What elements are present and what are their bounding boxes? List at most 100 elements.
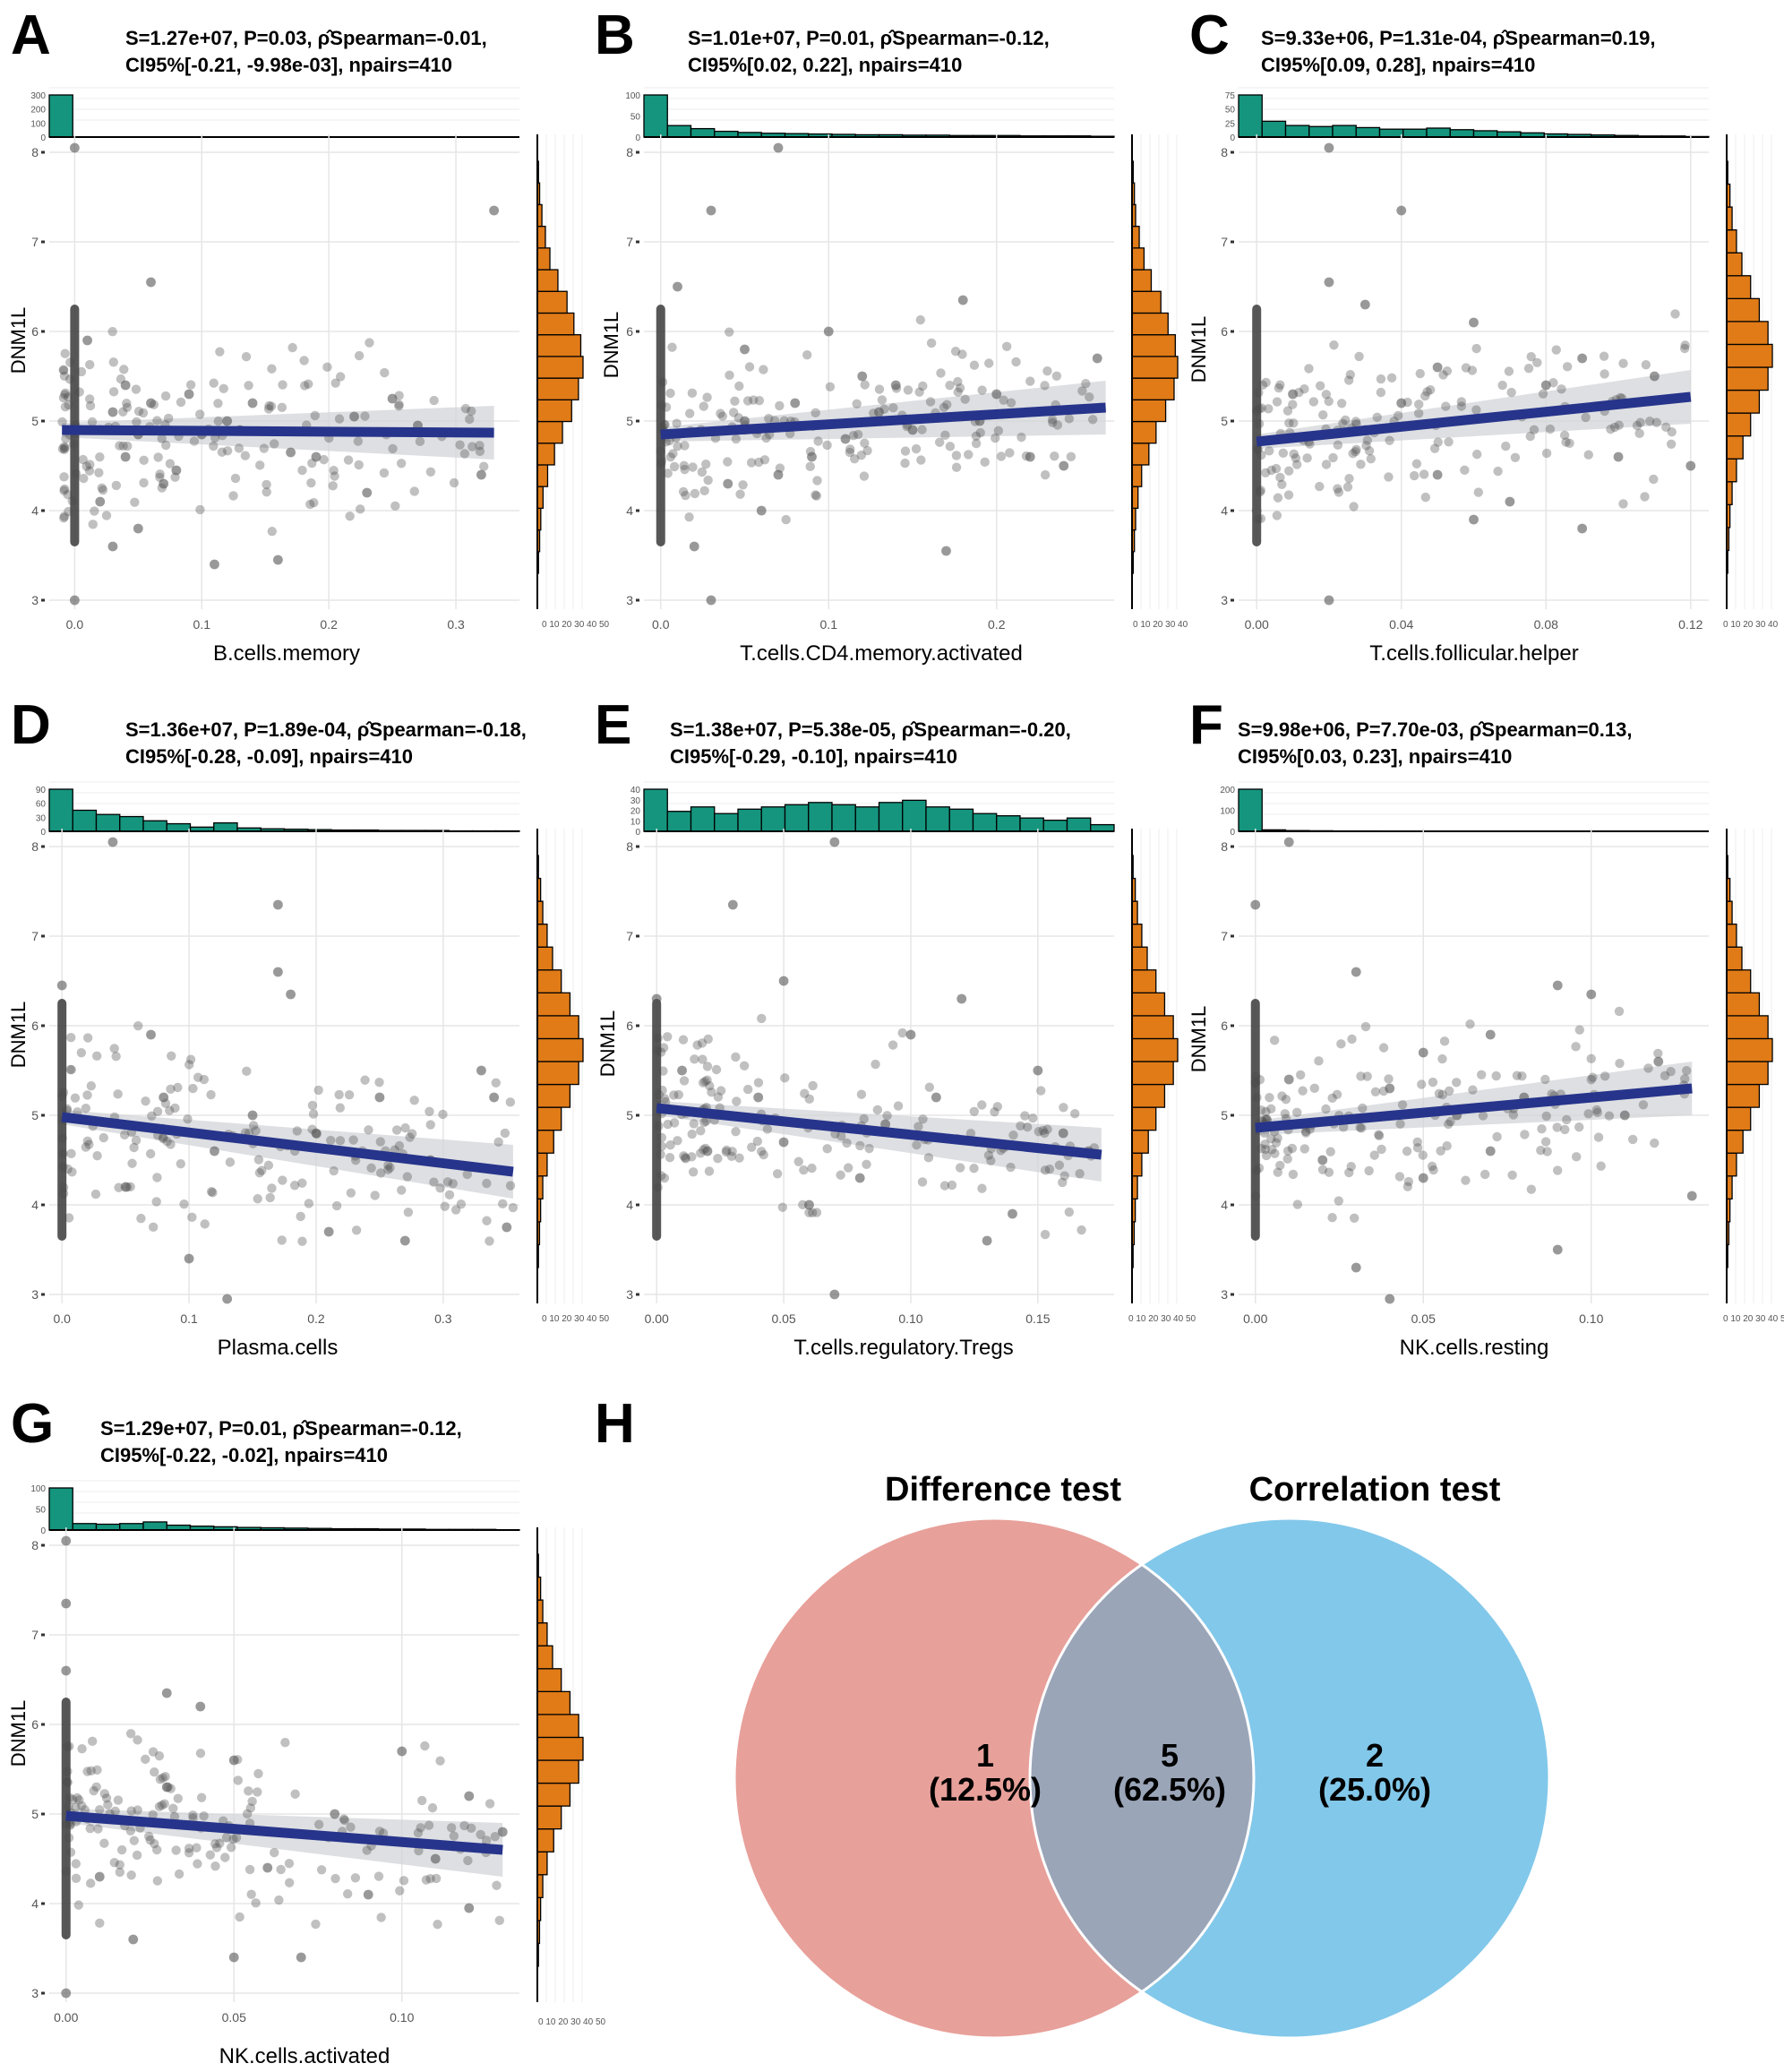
data-point (829, 837, 840, 847)
right-hist-bar (536, 464, 549, 487)
data-point (326, 1135, 336, 1146)
data-point (1425, 385, 1436, 395)
zero-value-point-cluster (652, 999, 662, 1241)
data-point (1476, 1070, 1487, 1079)
data-point (485, 1236, 494, 1246)
data-point (1429, 443, 1440, 453)
top-hist-tick-label: 0 (1230, 828, 1235, 838)
data-point (775, 400, 785, 411)
data-point (131, 384, 142, 394)
data-point (1338, 418, 1348, 428)
data-point (242, 1809, 253, 1819)
data-point (1436, 1146, 1445, 1156)
data-point (1001, 341, 1012, 351)
data-point (854, 1173, 865, 1183)
data-point (1385, 1083, 1395, 1094)
data-point (397, 1746, 407, 1757)
data-point (742, 396, 753, 406)
top-hist-bar (1284, 125, 1310, 138)
data-point (365, 338, 374, 348)
x-axis-label: T.cells.follicular.helper (1369, 641, 1578, 666)
data-point (462, 1169, 472, 1180)
data-point (1581, 412, 1591, 423)
data-point (1679, 343, 1690, 354)
venn-left-percent: (12.5%) (929, 1771, 1042, 1808)
data-point (1586, 1053, 1596, 1064)
data-point (183, 1114, 193, 1124)
data-point (829, 1289, 840, 1300)
data-point (1325, 1147, 1335, 1156)
data-point (354, 350, 365, 361)
data-point (1346, 1161, 1356, 1172)
data-point (1422, 387, 1432, 397)
data-point (673, 441, 682, 451)
data-point (669, 461, 680, 472)
data-point (1444, 1086, 1454, 1096)
data-point (969, 1164, 979, 1174)
data-point (311, 1919, 321, 1930)
data-point (1261, 1150, 1272, 1161)
right-hist-bar (536, 992, 571, 1017)
right-hist-bar (1131, 1083, 1166, 1108)
data-point (1385, 435, 1394, 445)
top-hist-bar (72, 1523, 98, 1531)
data-point (444, 1190, 455, 1200)
top-hist-tick-label: 50 (630, 113, 641, 123)
data-point (1273, 1167, 1283, 1177)
data-point (1565, 438, 1574, 449)
x-tick-label: 0.05 (1411, 1311, 1436, 1326)
data-point (1557, 384, 1566, 394)
top-hist-bar (643, 94, 668, 138)
data-point (107, 326, 117, 337)
data-point (1667, 426, 1677, 437)
right-hist-bar (1131, 486, 1139, 510)
data-point (1604, 1111, 1615, 1121)
data-point (1261, 1114, 1271, 1124)
data-point (211, 1843, 222, 1853)
top-hist-bar (1472, 130, 1498, 138)
y-tick-label: 5 (626, 414, 633, 428)
right-hist-bar (1131, 1152, 1143, 1177)
data-point (749, 395, 759, 405)
data-point (1613, 451, 1624, 462)
x-tick-label: 0.12 (1678, 617, 1703, 632)
data-point (273, 967, 283, 977)
data-point (1275, 380, 1285, 390)
data-point (917, 1177, 928, 1187)
data-point (653, 1182, 663, 1192)
data-point (1356, 460, 1366, 469)
data-point (1432, 469, 1443, 480)
data-point (1358, 1103, 1368, 1113)
right-hist-ticks: 0 10 20 30 40 50 (1128, 1314, 1196, 1324)
data-point (380, 367, 390, 378)
data-point (220, 1853, 230, 1862)
top-hist-tick-label: 50 (1225, 106, 1236, 116)
data-point (1042, 1124, 1052, 1134)
data-point (184, 1844, 194, 1853)
x-tick-label: 0.0 (652, 617, 670, 632)
data-point (456, 1199, 467, 1209)
data-point (1342, 482, 1353, 492)
data-point (254, 1167, 265, 1178)
data-point (1434, 1088, 1445, 1098)
data-point (836, 1170, 845, 1180)
data-point (656, 459, 666, 469)
data-point (845, 447, 855, 458)
venn-right-count: 2 (1366, 1737, 1384, 1774)
data-point (752, 1136, 763, 1147)
data-point (217, 447, 227, 457)
data-point (1289, 418, 1299, 428)
data-point (964, 450, 973, 460)
data-point (120, 380, 131, 391)
top-hist-tick-label: 0 (40, 1526, 46, 1536)
data-point (193, 1072, 203, 1082)
right-histogram (536, 829, 584, 1303)
data-point (731, 1127, 741, 1137)
data-point (1632, 420, 1642, 431)
right-hist-ticks: 0 10 20 30 40 (1723, 620, 1779, 630)
data-point (1040, 381, 1050, 391)
y-tick-mark (41, 1543, 45, 1547)
data-point (678, 486, 689, 497)
